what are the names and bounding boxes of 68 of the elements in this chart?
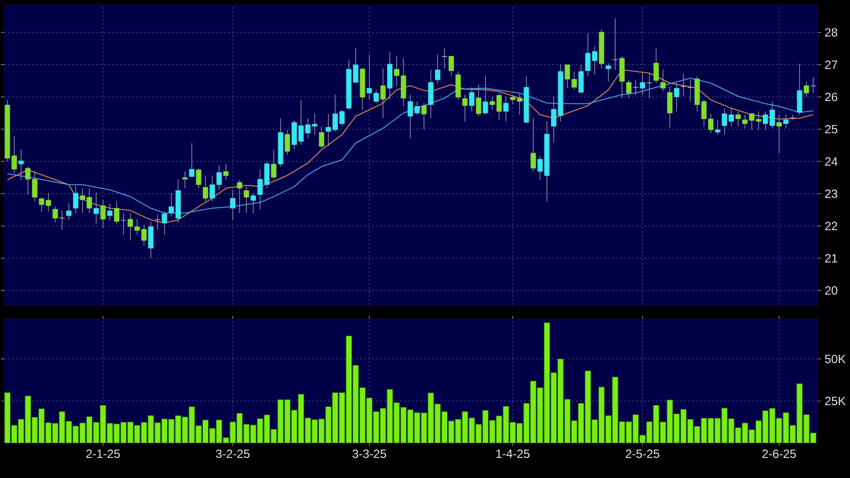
x-tick-label: 3-3-25 (352, 450, 386, 458)
y-tick-label: 26 (825, 92, 838, 102)
candlestick (653, 48, 659, 84)
candlestick (735, 111, 741, 127)
y-tick-label: 21 (825, 254, 838, 262)
y-tick-label: 25K (825, 396, 846, 406)
candlestick (380, 68, 386, 119)
candlestick (120, 212, 126, 236)
y-tick-label: 23 (825, 189, 838, 198)
candlestick (796, 63, 802, 116)
candlestick (182, 171, 188, 189)
candlestick (783, 114, 789, 129)
candlestick (72, 185, 78, 214)
candlestick (318, 126, 324, 149)
candlestick (714, 119, 720, 136)
candlestick (688, 79, 694, 102)
candlestick (59, 210, 65, 230)
candlestick (455, 71, 461, 100)
candlestick (236, 179, 242, 214)
candlestick (271, 149, 276, 180)
y-tick-label: 50K (825, 354, 846, 364)
y-tick-label: 28 (825, 28, 838, 37)
candlestick (660, 68, 666, 92)
candlestick (250, 192, 256, 214)
candlestick (530, 118, 536, 172)
candlestick (503, 96, 509, 122)
candlestick (223, 163, 229, 180)
candlestick (482, 75, 488, 116)
candlestick (606, 62, 612, 82)
candlestick (189, 142, 195, 177)
candlestick (284, 129, 290, 156)
candlestick (680, 73, 686, 97)
candlestick (810, 76, 816, 94)
candlestick (196, 168, 202, 189)
candlestick (434, 54, 440, 84)
candlestick (202, 175, 208, 202)
candlestick (66, 202, 72, 220)
candlestick (476, 84, 482, 117)
candlestick (632, 79, 638, 96)
y-tick-label: 22 (825, 222, 838, 230)
candlestick (154, 214, 160, 230)
y-tick-label: 27 (825, 60, 838, 69)
y-tick-label: 20 (825, 286, 838, 295)
x-tick-label: 1-4-25 (496, 450, 530, 458)
candlestick (469, 86, 474, 112)
candlestick (18, 149, 24, 180)
candlestick (421, 102, 427, 130)
y-tick-label: 24 (825, 157, 838, 166)
candlestick (107, 203, 113, 221)
candlestick (646, 72, 652, 99)
candlestick (674, 82, 680, 112)
candlestick (428, 69, 434, 119)
candlestick (612, 18, 618, 70)
y-tick-label: 25 (825, 124, 838, 134)
candlestick (93, 192, 99, 224)
candlestick (442, 48, 448, 69)
candlestick (578, 64, 584, 94)
candlestick (776, 114, 782, 154)
candlestick (148, 221, 154, 259)
candlestick (230, 189, 236, 220)
candlestick (667, 86, 673, 128)
x-tick-label: 2-5-25 (626, 450, 660, 458)
candlestick (100, 199, 106, 228)
x-tick-label: 3-2-25 (216, 450, 250, 458)
candlestick (462, 94, 468, 122)
x-tick-label: 2-6-25 (762, 450, 796, 458)
x-tick-label: 2-1-25 (86, 450, 120, 458)
candlestick (244, 186, 250, 214)
